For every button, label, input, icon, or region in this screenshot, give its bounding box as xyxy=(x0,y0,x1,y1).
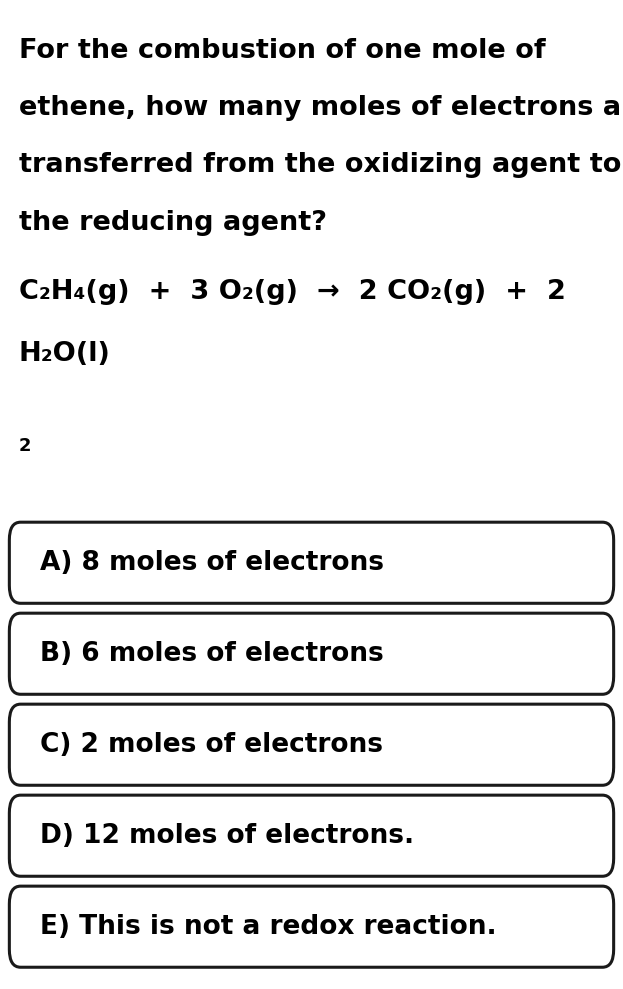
Text: E) This is not a redox reaction.: E) This is not a redox reaction. xyxy=(40,914,497,940)
Text: the reducing agent?: the reducing agent? xyxy=(19,210,326,235)
Text: H₂O(l): H₂O(l) xyxy=(19,341,110,367)
Text: C) 2 moles of electrons: C) 2 moles of electrons xyxy=(40,732,384,758)
FancyBboxPatch shape xyxy=(9,795,614,876)
FancyBboxPatch shape xyxy=(9,704,614,785)
Text: A) 8 moles of electrons: A) 8 moles of electrons xyxy=(40,550,384,576)
Text: 2: 2 xyxy=(19,437,31,455)
Text: C₂H₄(g)  +  3 O₂(g)  →  2 CO₂(g)  +  2: C₂H₄(g) + 3 O₂(g) → 2 CO₂(g) + 2 xyxy=(19,279,566,305)
Text: transferred from the oxidizing agent to: transferred from the oxidizing agent to xyxy=(19,152,621,178)
Text: ethene, how many moles of electrons are: ethene, how many moles of electrons are xyxy=(19,95,623,121)
FancyBboxPatch shape xyxy=(9,886,614,967)
Text: D) 12 moles of electrons.: D) 12 moles of electrons. xyxy=(40,823,415,849)
Text: B) 6 moles of electrons: B) 6 moles of electrons xyxy=(40,641,384,667)
FancyBboxPatch shape xyxy=(9,613,614,694)
Text: For the combustion of one mole of: For the combustion of one mole of xyxy=(19,38,545,63)
FancyBboxPatch shape xyxy=(9,522,614,603)
